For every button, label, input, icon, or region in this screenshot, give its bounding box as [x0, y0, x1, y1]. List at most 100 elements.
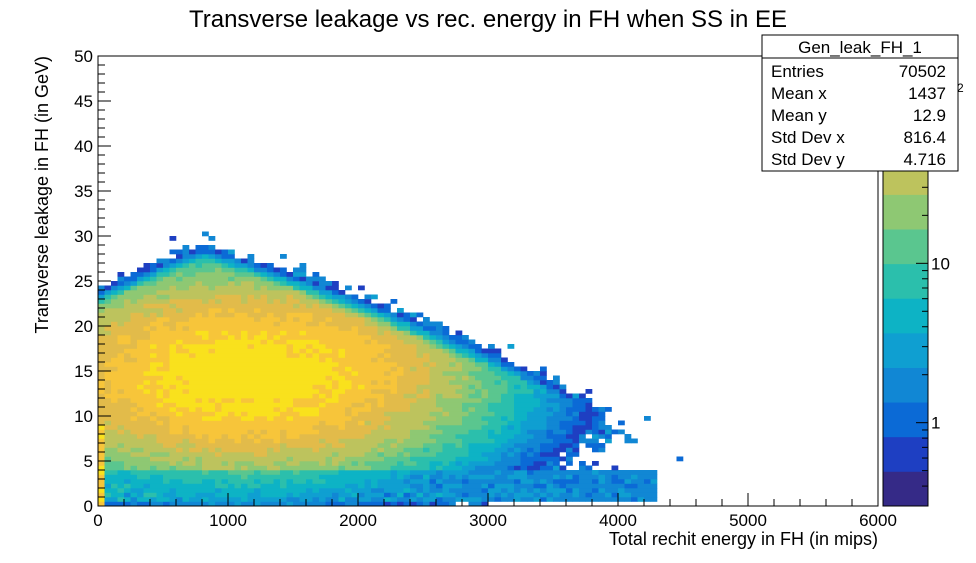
heatmap-bin — [579, 438, 586, 444]
heatmap-bin — [345, 443, 352, 448]
heatmap-bin — [507, 398, 515, 403]
stats-value-mean-x: 1437 — [908, 84, 946, 103]
heatmap-bin — [260, 416, 268, 421]
heatmap-bin — [592, 470, 599, 475]
heatmap-bin — [494, 371, 502, 376]
heatmap-bin — [273, 425, 281, 430]
heatmap-bin — [306, 303, 313, 309]
heatmap-bin — [306, 380, 313, 385]
heatmap-bin — [351, 299, 359, 304]
heatmap-bin — [410, 317, 417, 322]
heatmap-bin — [397, 470, 404, 475]
heatmap-bin — [345, 308, 352, 313]
heatmap-bin — [254, 317, 261, 322]
heatmap-bin — [533, 438, 541, 444]
heatmap-bin — [299, 384, 307, 390]
heatmap-bin — [559, 483, 567, 489]
heatmap-bin — [124, 452, 131, 457]
heatmap-bin — [208, 393, 216, 399]
heatmap-bin — [598, 479, 606, 484]
heatmap-bin — [631, 474, 638, 480]
heatmap-bin — [312, 443, 320, 448]
heatmap-bin — [644, 470, 651, 475]
heatmap-bin — [592, 416, 599, 421]
heatmap-bin — [260, 398, 268, 403]
heatmap-bin — [429, 384, 437, 390]
heatmap-bin — [254, 470, 261, 475]
heatmap-bin — [384, 420, 391, 426]
heatmap-bin — [124, 326, 131, 331]
heatmap-bin — [293, 470, 300, 475]
heatmap-bin — [130, 281, 138, 286]
heatmap-bin — [559, 402, 567, 408]
heatmap-bin — [299, 416, 307, 421]
heatmap-bin — [130, 272, 138, 277]
heatmap-bin — [364, 497, 372, 502]
heatmap-bin — [332, 488, 339, 493]
heatmap-bin — [429, 393, 437, 399]
heatmap-bin — [215, 285, 222, 291]
heatmap-bin — [429, 402, 437, 408]
heatmap-bin — [325, 380, 333, 385]
heatmap-bin — [182, 438, 190, 444]
heatmap-bin — [306, 470, 313, 475]
heatmap-bin — [403, 312, 411, 318]
heatmap-bin — [111, 308, 118, 313]
heatmap-bin — [410, 344, 417, 349]
heatmap-bin — [202, 474, 209, 480]
heatmap-bin — [195, 281, 203, 286]
heatmap-bin — [117, 326, 125, 331]
heatmap-bin — [410, 411, 417, 417]
heatmap-bin — [221, 411, 229, 417]
heatmap-bin — [163, 438, 170, 444]
heatmap-bin — [592, 492, 599, 498]
heatmap-bin — [189, 285, 196, 291]
heatmap-bin — [306, 398, 313, 403]
heatmap-bin — [247, 461, 255, 466]
heatmap-bin — [384, 371, 391, 376]
stats-label-mean-x: Mean x — [771, 84, 827, 103]
heatmap-bin — [130, 402, 138, 408]
heatmap-bin — [364, 438, 372, 444]
heatmap-bin — [195, 411, 203, 417]
heatmap-bin — [351, 492, 359, 498]
heatmap-bin — [332, 317, 339, 322]
heatmap-bin — [410, 488, 417, 493]
heatmap-bin — [371, 375, 378, 381]
heatmap-bin — [228, 384, 235, 390]
heatmap-bin — [455, 384, 463, 390]
heatmap-bin — [143, 407, 151, 412]
heatmap-bin — [579, 407, 586, 412]
heatmap-bin — [397, 393, 404, 399]
heatmap-bin — [195, 474, 203, 480]
heatmap-bin — [345, 479, 352, 484]
heatmap-bin — [312, 425, 320, 430]
heatmap-bin — [286, 447, 294, 453]
heatmap-bin — [345, 330, 352, 336]
heatmap-bin — [332, 344, 339, 349]
heatmap-bin — [429, 420, 437, 426]
heatmap-bin — [332, 371, 339, 376]
heatmap-bin — [156, 492, 164, 498]
heatmap-bin — [260, 501, 268, 507]
heatmap-bin — [468, 411, 476, 417]
heatmap-bin — [293, 416, 300, 421]
heatmap-bin — [410, 474, 417, 480]
heatmap-bin — [299, 443, 307, 448]
heatmap-bin — [351, 398, 359, 403]
heatmap-bin — [384, 443, 391, 448]
heatmap-bin — [351, 416, 359, 421]
heatmap-bin — [137, 461, 144, 466]
heatmap-bin — [189, 294, 196, 300]
heatmap-bin — [332, 335, 339, 340]
y-tick-label: 30 — [74, 227, 93, 246]
heatmap-bin — [397, 452, 404, 457]
heatmap-bin — [579, 434, 586, 439]
heatmap-bin — [163, 456, 170, 462]
heatmap-bin — [527, 470, 534, 475]
heatmap-bin — [176, 303, 183, 309]
heatmap-bin — [507, 488, 515, 493]
heatmap-bin — [247, 330, 255, 336]
heatmap-bin — [137, 465, 144, 471]
heatmap-bin — [280, 443, 287, 448]
